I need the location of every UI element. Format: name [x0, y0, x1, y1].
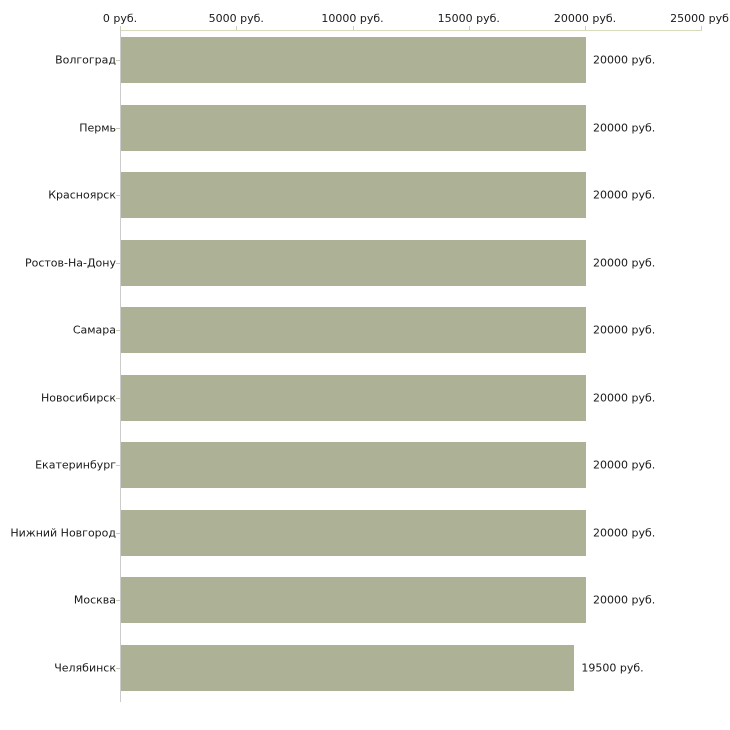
bar [121, 307, 586, 353]
bar [121, 37, 586, 83]
value-label: 20000 руб. [593, 323, 656, 337]
value-label: 20000 руб. [593, 256, 656, 269]
x-axis-tick-label: 0 руб. [102, 12, 138, 25]
y-axis-tick [116, 262, 120, 264]
category-label: Москва [73, 593, 116, 607]
bar [121, 172, 586, 218]
value-label: 20000 руб. [593, 121, 656, 134]
x-axis-tick-label: 15000 руб. [437, 12, 500, 25]
category-label: Челябинск [54, 661, 116, 674]
bar [121, 374, 586, 421]
y-axis-tick [116, 532, 120, 534]
y-axis-tick [116, 600, 120, 601]
value-label: 20000 руб. [593, 526, 656, 539]
y-axis-tick [116, 60, 120, 61]
value-label: 20000 руб. [593, 391, 656, 404]
x-axis-tick [585, 26, 586, 30]
x-axis-line [120, 30, 702, 31]
category-label: Ростов-На-Дону [24, 256, 116, 269]
bar [121, 577, 586, 623]
y-axis-tick [116, 330, 120, 331]
x-axis-tick [701, 26, 703, 30]
bar [121, 104, 586, 151]
y-axis-tick [116, 397, 120, 399]
y-axis-tick [116, 465, 120, 466]
bar [121, 239, 586, 286]
bar [121, 509, 586, 556]
category-label: Пермь [79, 121, 116, 134]
value-label: 20000 руб. [593, 188, 656, 202]
category-label: Самара [72, 323, 116, 337]
y-axis-line [120, 30, 121, 702]
value-label: 20000 руб. [593, 53, 656, 67]
category-label: Екатеринбург [35, 458, 116, 472]
value-label: 19500 руб. [581, 661, 644, 674]
y-axis-tick [116, 127, 120, 129]
category-label: Красноярск [48, 188, 116, 202]
x-axis-tick-label: 25000 руб. [670, 12, 730, 25]
x-axis-tick-label: 20000 руб. [553, 12, 617, 25]
value-label: 20000 руб. [593, 458, 656, 472]
x-axis-tick [352, 26, 354, 30]
bar [121, 442, 586, 488]
category-label: Новосибирск [40, 391, 116, 404]
y-axis-tick [116, 667, 120, 669]
x-axis-tick [120, 26, 121, 30]
x-axis-tick [236, 26, 238, 30]
category-label: Нижний Новгород [10, 526, 116, 539]
x-axis-tick-label: 5000 руб. [208, 12, 264, 25]
bar [121, 644, 575, 691]
y-axis-tick [116, 195, 120, 196]
value-label: 20000 руб. [593, 593, 656, 607]
category-label: Волгоград [55, 53, 116, 67]
x-axis-tick [468, 26, 470, 30]
x-axis-tick-label: 10000 руб. [321, 12, 384, 25]
